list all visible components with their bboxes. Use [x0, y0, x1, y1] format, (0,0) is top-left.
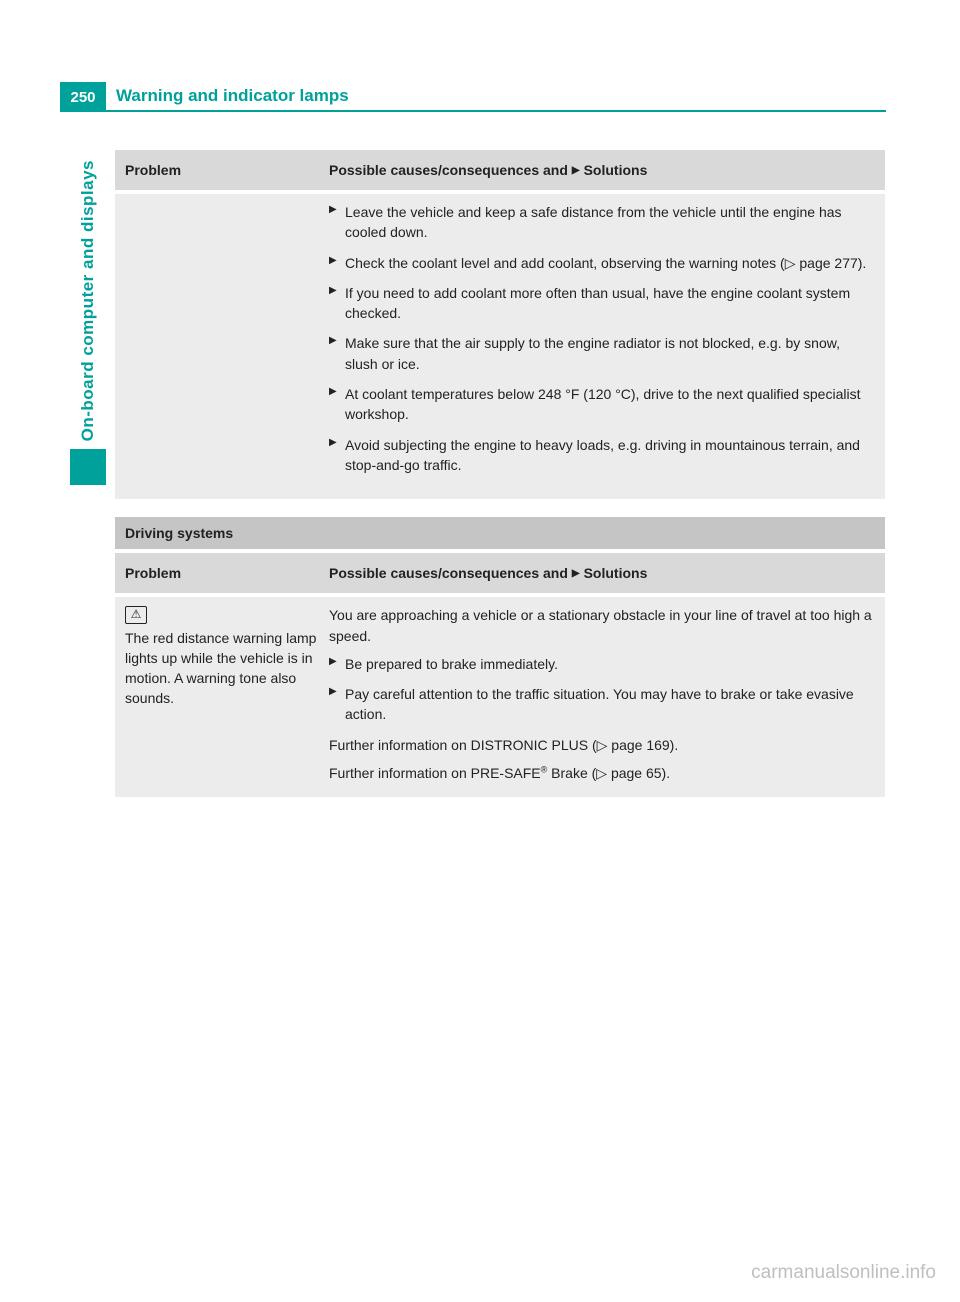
list-item: Avoid subjecting the engine to heavy loa… — [329, 435, 875, 476]
page-number: 250 — [60, 82, 106, 112]
distance-warning-icon — [125, 606, 147, 624]
list-item: If you need to add coolant more often th… — [329, 283, 875, 324]
page-title: Warning and indicator lamps — [106, 82, 886, 112]
problem-text: The red distance warning lamp lights up … — [125, 630, 316, 707]
col-header-problem: Problem — [125, 162, 325, 178]
header-text-prefix: Possible causes/consequences and — [329, 565, 568, 581]
list-item: Pay careful attention to the traffic sit… — [329, 684, 875, 725]
col-header-problem: Problem — [125, 565, 325, 581]
table-row: The red distance warning lamp lights up … — [115, 597, 885, 797]
intro-text: You are approaching a vehicle or a stati… — [329, 605, 875, 646]
list-item: Make sure that the air supply to the eng… — [329, 333, 875, 374]
table-header-row: Problem Possible causes/consequences and… — [115, 150, 885, 190]
footer-text: Further information on PRE-SAFE® Brake (… — [329, 763, 875, 783]
chapter-marker — [70, 449, 106, 485]
header-text-suffix: Solutions — [584, 565, 648, 581]
col-header-solutions: Possible causes/consequences and ▶ Solut… — [329, 565, 875, 581]
table-driving-systems: Problem Possible causes/consequences and… — [115, 553, 885, 797]
cell-problem — [125, 202, 325, 485]
side-tab: On-board computer and displays — [70, 160, 106, 485]
list-item: At coolant temperatures below 248 °F (12… — [329, 384, 875, 425]
table-header-row: Problem Possible causes/consequences and… — [115, 553, 885, 593]
cell-solutions: Leave the vehicle and keep a safe distan… — [329, 202, 875, 485]
table-row: Leave the vehicle and keep a safe distan… — [115, 194, 885, 499]
col-header-solutions: Possible causes/consequences and ▶ Solut… — [329, 162, 875, 178]
list-item: Leave the vehicle and keep a safe distan… — [329, 202, 875, 243]
header-text-suffix: Solutions — [584, 162, 648, 178]
header-text-prefix: Possible causes/consequences and — [329, 162, 568, 178]
table-coolant: Problem Possible causes/consequences and… — [115, 150, 885, 499]
arrow-icon: ▶ — [572, 165, 580, 176]
chapter-label: On-board computer and displays — [78, 160, 98, 441]
solution-list: Leave the vehicle and keep a safe distan… — [329, 202, 875, 475]
page-header: 250 Warning and indicator lamps — [60, 82, 886, 112]
footer-text: Further information on DISTRONIC PLUS (▷… — [329, 735, 875, 755]
arrow-icon: ▶ — [572, 568, 580, 579]
cell-solutions: You are approaching a vehicle or a stati… — [329, 605, 875, 783]
list-item: Check the coolant level and add coolant,… — [329, 253, 875, 273]
solution-list: Be prepared to brake immediately. Pay ca… — [329, 654, 875, 725]
watermark: carmanualsonline.info — [751, 1262, 936, 1284]
section-header-driving-systems: Driving systems — [115, 517, 885, 549]
footer-text-b: Brake (▷ page 65). — [547, 765, 670, 781]
list-item: Be prepared to brake immediately. — [329, 654, 875, 674]
cell-problem: The red distance warning lamp lights up … — [125, 605, 325, 783]
footer-text-a: Further information on PRE-SAFE — [329, 765, 541, 781]
main-content: Problem Possible causes/consequences and… — [115, 150, 885, 797]
